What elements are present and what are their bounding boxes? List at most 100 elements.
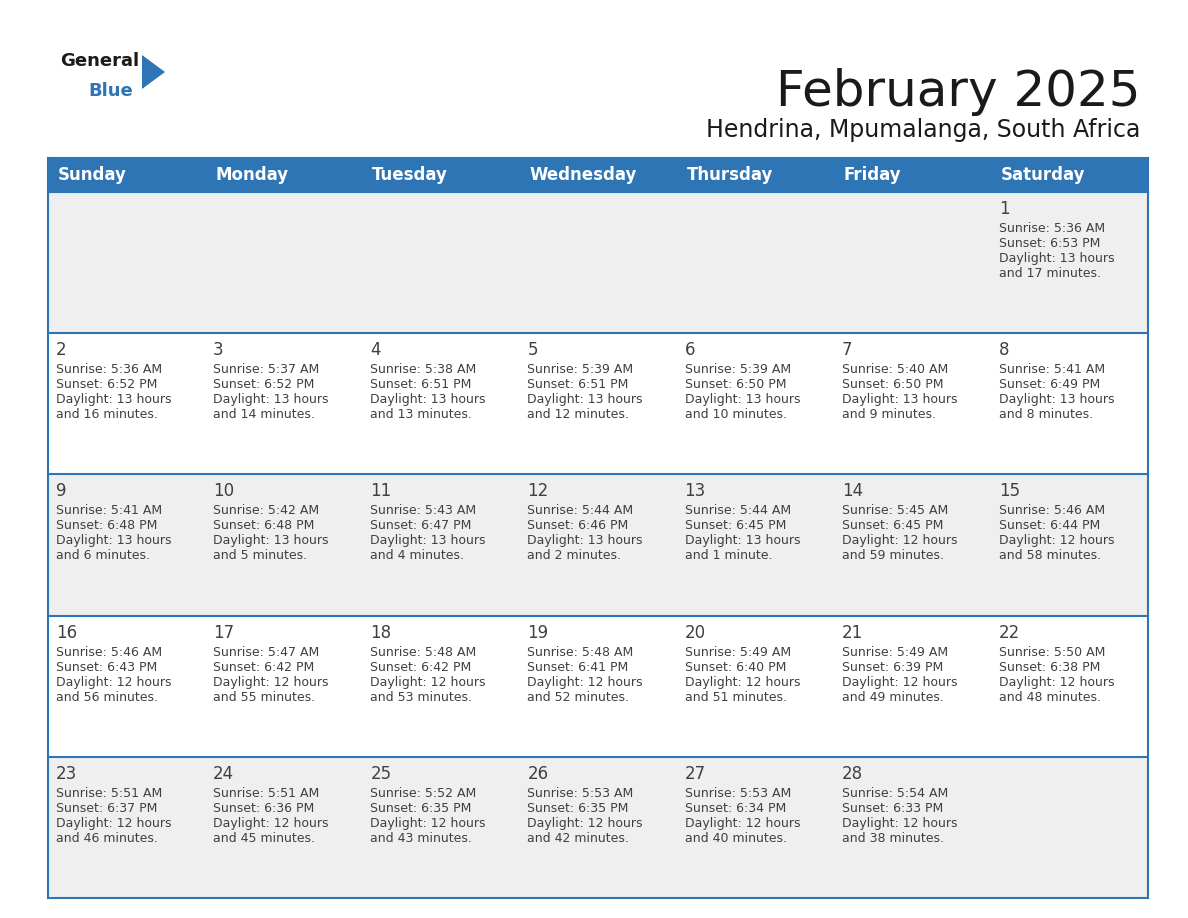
- Text: Sunrise: 5:39 AM: Sunrise: 5:39 AM: [684, 364, 791, 376]
- Text: Daylight: 13 hours: Daylight: 13 hours: [527, 393, 643, 406]
- Text: Daylight: 12 hours: Daylight: 12 hours: [371, 817, 486, 830]
- Text: Sunrise: 5:37 AM: Sunrise: 5:37 AM: [213, 364, 320, 376]
- Text: Sunrise: 5:53 AM: Sunrise: 5:53 AM: [684, 787, 791, 800]
- Text: Tuesday: Tuesday: [372, 166, 448, 184]
- Text: and 51 minutes.: and 51 minutes.: [684, 690, 786, 703]
- Text: and 56 minutes.: and 56 minutes.: [56, 690, 158, 703]
- Text: Daylight: 12 hours: Daylight: 12 hours: [371, 676, 486, 688]
- Text: February 2025: February 2025: [776, 68, 1140, 116]
- Text: Daylight: 12 hours: Daylight: 12 hours: [999, 676, 1114, 688]
- Polygon shape: [143, 55, 165, 89]
- Text: Sunset: 6:38 PM: Sunset: 6:38 PM: [999, 661, 1100, 674]
- Text: Daylight: 12 hours: Daylight: 12 hours: [684, 817, 800, 830]
- Text: Sunset: 6:44 PM: Sunset: 6:44 PM: [999, 520, 1100, 532]
- Text: Daylight: 13 hours: Daylight: 13 hours: [56, 534, 171, 547]
- Text: 3: 3: [213, 341, 223, 359]
- Text: 4: 4: [371, 341, 381, 359]
- Text: 10: 10: [213, 482, 234, 500]
- Bar: [48, 616, 1148, 756]
- Text: 21: 21: [842, 623, 862, 642]
- Text: and 45 minutes.: and 45 minutes.: [213, 832, 315, 845]
- Text: and 9 minutes.: and 9 minutes.: [842, 409, 936, 421]
- Text: 1: 1: [999, 200, 1010, 218]
- Text: Sunset: 6:51 PM: Sunset: 6:51 PM: [527, 378, 628, 391]
- Text: Sunset: 6:37 PM: Sunset: 6:37 PM: [56, 801, 157, 815]
- Text: Sunset: 6:52 PM: Sunset: 6:52 PM: [213, 378, 315, 391]
- Text: Daylight: 12 hours: Daylight: 12 hours: [527, 817, 643, 830]
- Text: and 2 minutes.: and 2 minutes.: [527, 549, 621, 563]
- Text: 7: 7: [842, 341, 852, 359]
- Text: Sunrise: 5:49 AM: Sunrise: 5:49 AM: [684, 645, 791, 658]
- Text: Sunset: 6:48 PM: Sunset: 6:48 PM: [213, 520, 315, 532]
- Text: Sunset: 6:50 PM: Sunset: 6:50 PM: [684, 378, 786, 391]
- Text: Sunrise: 5:50 AM: Sunrise: 5:50 AM: [999, 645, 1105, 658]
- Text: Sunset: 6:43 PM: Sunset: 6:43 PM: [56, 661, 157, 674]
- Text: Sunset: 6:53 PM: Sunset: 6:53 PM: [999, 237, 1100, 250]
- Text: and 49 minutes.: and 49 minutes.: [842, 690, 943, 703]
- Text: Daylight: 12 hours: Daylight: 12 hours: [56, 817, 171, 830]
- Text: Sunset: 6:45 PM: Sunset: 6:45 PM: [684, 520, 786, 532]
- Text: Daylight: 12 hours: Daylight: 12 hours: [999, 534, 1114, 547]
- Text: and 1 minute.: and 1 minute.: [684, 549, 772, 563]
- Text: 26: 26: [527, 765, 549, 783]
- Text: Sunrise: 5:45 AM: Sunrise: 5:45 AM: [842, 504, 948, 518]
- Text: 25: 25: [371, 765, 391, 783]
- Text: and 40 minutes.: and 40 minutes.: [684, 832, 786, 845]
- Text: Daylight: 13 hours: Daylight: 13 hours: [56, 393, 171, 406]
- Text: 24: 24: [213, 765, 234, 783]
- Text: Daylight: 13 hours: Daylight: 13 hours: [527, 534, 643, 547]
- Text: Sunset: 6:36 PM: Sunset: 6:36 PM: [213, 801, 315, 815]
- Text: Daylight: 13 hours: Daylight: 13 hours: [842, 393, 958, 406]
- Text: and 8 minutes.: and 8 minutes.: [999, 409, 1093, 421]
- Text: Daylight: 12 hours: Daylight: 12 hours: [842, 817, 958, 830]
- Text: Sunset: 6:45 PM: Sunset: 6:45 PM: [842, 520, 943, 532]
- Text: 20: 20: [684, 623, 706, 642]
- Text: Sunset: 6:50 PM: Sunset: 6:50 PM: [842, 378, 943, 391]
- Text: 8: 8: [999, 341, 1010, 359]
- Text: 12: 12: [527, 482, 549, 500]
- Bar: [48, 475, 1148, 616]
- Text: Sunset: 6:49 PM: Sunset: 6:49 PM: [999, 378, 1100, 391]
- Text: and 4 minutes.: and 4 minutes.: [371, 549, 465, 563]
- Text: Sunrise: 5:42 AM: Sunrise: 5:42 AM: [213, 504, 320, 518]
- Text: 17: 17: [213, 623, 234, 642]
- Text: 23: 23: [56, 765, 77, 783]
- Bar: [48, 333, 1148, 475]
- Text: Sunrise: 5:46 AM: Sunrise: 5:46 AM: [999, 504, 1105, 518]
- Text: Sunrise: 5:44 AM: Sunrise: 5:44 AM: [527, 504, 633, 518]
- Text: Sunrise: 5:49 AM: Sunrise: 5:49 AM: [842, 645, 948, 658]
- Bar: [48, 756, 1148, 898]
- Text: Sunset: 6:35 PM: Sunset: 6:35 PM: [527, 801, 628, 815]
- Text: Sunset: 6:41 PM: Sunset: 6:41 PM: [527, 661, 628, 674]
- Text: Hendrina, Mpumalanga, South Africa: Hendrina, Mpumalanga, South Africa: [706, 118, 1140, 142]
- Text: and 48 minutes.: and 48 minutes.: [999, 690, 1101, 703]
- Text: 6: 6: [684, 341, 695, 359]
- Text: Sunrise: 5:52 AM: Sunrise: 5:52 AM: [371, 787, 476, 800]
- Text: 5: 5: [527, 341, 538, 359]
- Text: 14: 14: [842, 482, 862, 500]
- Text: Blue: Blue: [88, 82, 133, 100]
- Text: Daylight: 12 hours: Daylight: 12 hours: [213, 817, 329, 830]
- Text: Daylight: 13 hours: Daylight: 13 hours: [684, 393, 800, 406]
- Text: Sunday: Sunday: [58, 166, 127, 184]
- Text: 18: 18: [371, 623, 391, 642]
- Text: Sunset: 6:42 PM: Sunset: 6:42 PM: [213, 661, 315, 674]
- Text: Sunrise: 5:43 AM: Sunrise: 5:43 AM: [371, 504, 476, 518]
- Text: and 38 minutes.: and 38 minutes.: [842, 832, 943, 845]
- Text: 9: 9: [56, 482, 67, 500]
- Text: Sunrise: 5:36 AM: Sunrise: 5:36 AM: [56, 364, 162, 376]
- Text: Sunrise: 5:44 AM: Sunrise: 5:44 AM: [684, 504, 791, 518]
- Text: Sunset: 6:40 PM: Sunset: 6:40 PM: [684, 661, 786, 674]
- Text: and 46 minutes.: and 46 minutes.: [56, 832, 158, 845]
- Text: Sunrise: 5:51 AM: Sunrise: 5:51 AM: [213, 787, 320, 800]
- Text: Daylight: 12 hours: Daylight: 12 hours: [842, 676, 958, 688]
- Text: Sunrise: 5:40 AM: Sunrise: 5:40 AM: [842, 364, 948, 376]
- Text: Daylight: 13 hours: Daylight: 13 hours: [213, 534, 329, 547]
- Text: Sunrise: 5:36 AM: Sunrise: 5:36 AM: [999, 222, 1105, 235]
- Text: and 42 minutes.: and 42 minutes.: [527, 832, 630, 845]
- Text: Daylight: 12 hours: Daylight: 12 hours: [213, 676, 329, 688]
- Text: 15: 15: [999, 482, 1020, 500]
- Text: 27: 27: [684, 765, 706, 783]
- Text: and 55 minutes.: and 55 minutes.: [213, 690, 315, 703]
- Text: 28: 28: [842, 765, 862, 783]
